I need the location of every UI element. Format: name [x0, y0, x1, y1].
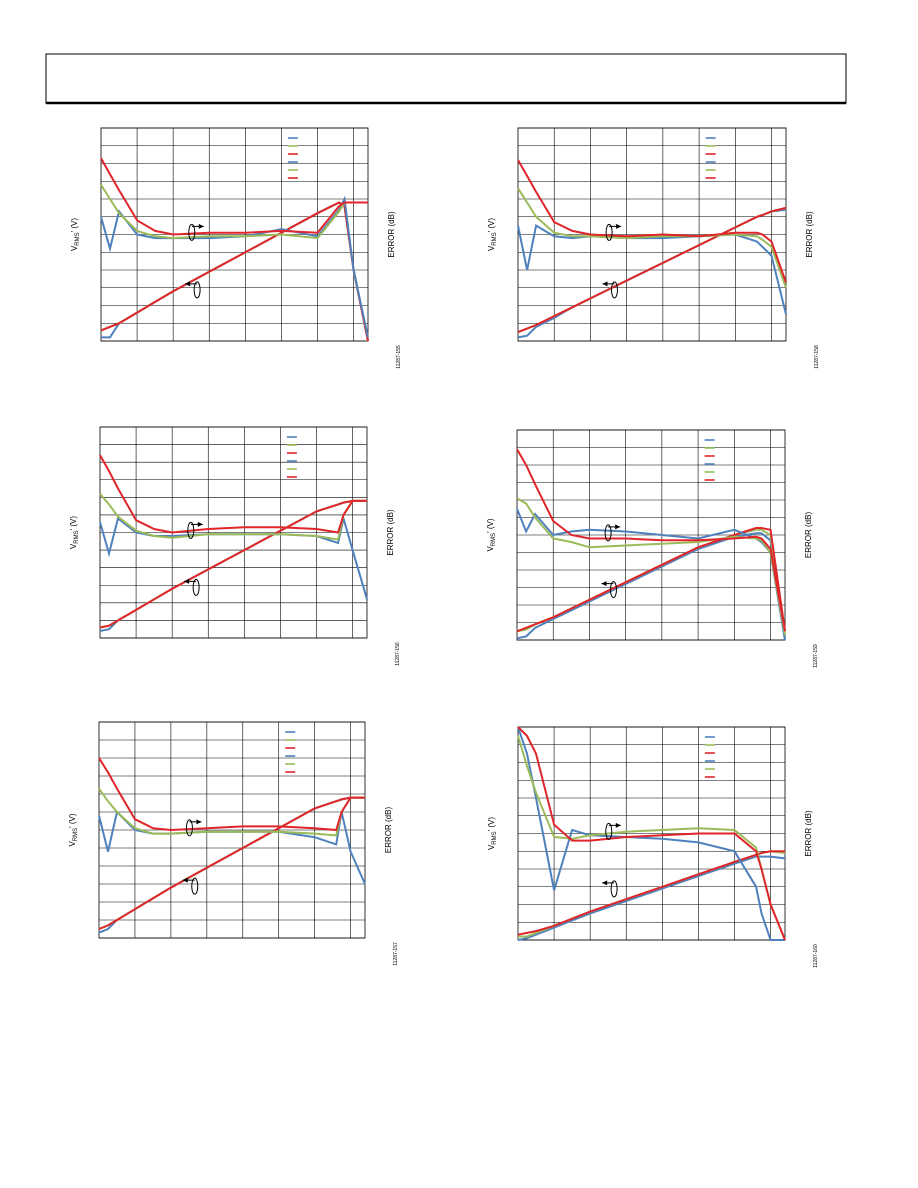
y-axis-label-part: RMS: [492, 831, 498, 844]
arrow-head: [601, 581, 607, 587]
series-line: [516, 448, 786, 632]
series-line: [100, 157, 368, 236]
y2-axis-label: ERROR (dB): [804, 810, 813, 857]
series-line: [517, 159, 787, 283]
annotation-ellipse: [188, 223, 196, 241]
y-axis-label-part: V: [487, 844, 496, 850]
y2-axis-label: ERROR (dB): [386, 509, 395, 556]
y2-axis-label: ERROR (dB): [384, 807, 393, 854]
annotation-ellipse: [609, 581, 617, 599]
y-axis-label-part: ' (V): [487, 817, 496, 832]
series-line: [517, 187, 787, 289]
y-axis-label-part: V: [487, 245, 496, 251]
series-line: [99, 499, 367, 629]
arrow-head: [615, 822, 621, 828]
annotation-ellipse: [605, 223, 613, 241]
annotation-ellipse: [605, 822, 613, 840]
y-axis-label-part: V: [70, 245, 79, 251]
series-line: [99, 454, 367, 534]
figure-id: 11287-160: [813, 944, 819, 968]
chart: VRMS' (V) ERROR (dB) 11287-158: [487, 127, 820, 369]
series-line: [516, 527, 786, 633]
y2-axis-label: ERROR (dB): [805, 211, 814, 258]
figure-id: 11287-159: [813, 644, 819, 668]
y-axis-label-part: ' (V): [70, 218, 79, 233]
annotation-ellipse: [193, 281, 201, 299]
series-line: [98, 796, 365, 934]
series-line: [516, 497, 786, 635]
series-line: [517, 855, 786, 941]
arrow-head: [182, 877, 188, 883]
figure-id: 11287-158: [814, 345, 820, 369]
y-axis-label-part: RMS: [74, 530, 80, 543]
arrow-head: [602, 281, 608, 287]
y-axis-label-part: ' (V): [487, 218, 496, 233]
arrow-head: [184, 578, 190, 584]
chart: VRMS' (V) ERROR (dB) 11287-159: [486, 429, 819, 668]
chart: VRMS' (V) ERROR (dB) 11287-157: [68, 721, 399, 966]
series-line: [517, 726, 786, 941]
y-axis-label: VRMS' (V): [487, 218, 498, 251]
y-axis-label: VRMS' (V): [68, 813, 79, 846]
figure-id: 11287-155: [396, 345, 402, 369]
y-axis-label: VRMS' (V): [486, 518, 497, 551]
annotation-ellipse: [610, 880, 618, 898]
series-line: [100, 184, 368, 240]
y2-axis-label: ERROR (dB): [804, 512, 813, 559]
series-line: [98, 757, 365, 832]
annotation-ellipse: [604, 524, 612, 542]
series-line: [517, 850, 785, 936]
y-axis-label-part: V: [486, 546, 495, 552]
series-line: [516, 532, 786, 641]
figure-id: 11287-157: [393, 942, 399, 966]
y2-axis-label: ERROR (dB): [387, 211, 396, 258]
y-axis-label-part: RMS: [73, 828, 79, 841]
figure-id: 11287-156: [395, 642, 401, 666]
y-axis-label-part: RMS: [492, 232, 498, 245]
arrow-head: [185, 281, 191, 287]
y-axis-label-part: ' (V): [68, 813, 77, 828]
annotation-ellipse: [185, 819, 193, 837]
y-axis-label: VRMS' (V): [70, 218, 81, 251]
arrow-head: [616, 223, 622, 229]
y-axis-label: VRMS' (V): [69, 516, 80, 549]
series-line: [517, 208, 787, 339]
y-axis-label-part: RMS: [491, 533, 497, 546]
y-axis-label: VRMS' (V): [487, 817, 498, 850]
series-line: [98, 796, 365, 930]
arrow-head: [198, 223, 204, 229]
y-axis-label-part: ' (V): [486, 518, 495, 533]
chart: VRMS' (V) ERROR (dB) 11287-160: [487, 726, 819, 968]
series-line: [98, 796, 365, 930]
arrow-head: [196, 819, 202, 825]
arrow-head: [602, 880, 608, 886]
annotation-ellipse: [187, 521, 195, 539]
y-axis-label-part: V: [68, 841, 77, 847]
annotation-ellipse: [191, 877, 199, 895]
arrow-head: [615, 524, 621, 530]
annotation-ellipse: [192, 578, 200, 596]
chart: VRMS' (V) ERROR (dB) 11287-155: [70, 127, 402, 369]
annotation-ellipse: [610, 281, 618, 299]
y-axis-label-part: V: [69, 543, 78, 549]
header-box: [45, 53, 847, 104]
arrow-head: [197, 521, 203, 527]
series-line: [516, 528, 786, 637]
series-line: [516, 508, 786, 641]
chart: VRMS' (V) ERROR (dB) 11287-156: [69, 426, 401, 666]
y-axis-label-part: ' (V): [69, 516, 78, 531]
series-line: [99, 499, 367, 632]
series-line: [517, 726, 785, 941]
y-axis-label-part: RMS: [75, 232, 81, 245]
series-line: [517, 206, 787, 334]
